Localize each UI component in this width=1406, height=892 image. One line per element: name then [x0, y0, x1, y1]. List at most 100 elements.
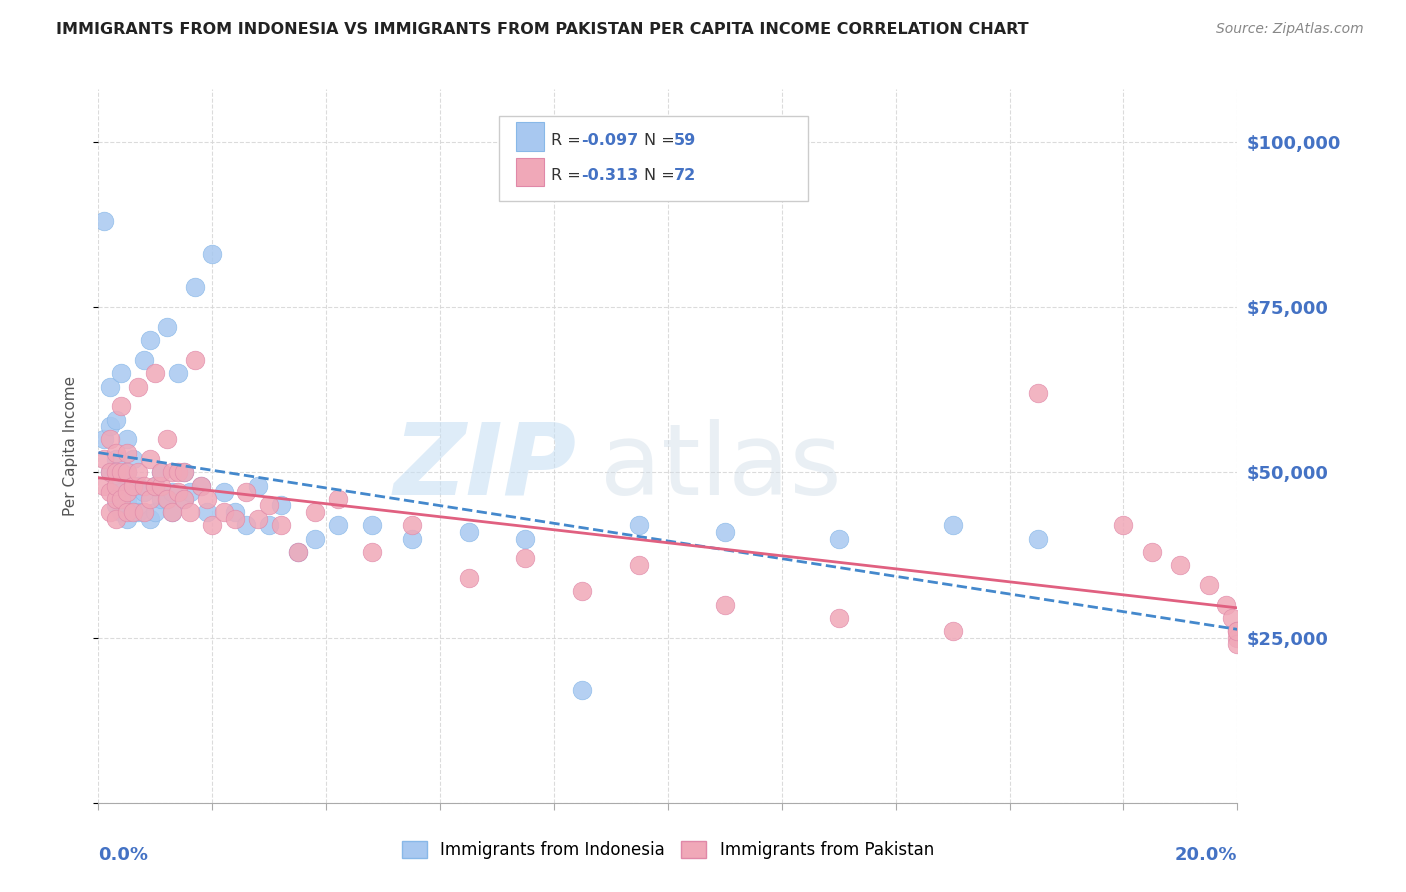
- Point: [326, 518, 349, 533]
- Point: [132, 353, 155, 368]
- Point: [167, 466, 190, 480]
- Point: [104, 499, 127, 513]
- Text: 59: 59: [673, 133, 696, 147]
- Point: [98, 419, 121, 434]
- Point: [145, 505, 167, 519]
- Point: [156, 433, 179, 447]
- Text: N =: N =: [644, 133, 681, 147]
- Point: [1226, 637, 1249, 651]
- Point: [145, 367, 167, 381]
- Point: [1226, 624, 1249, 638]
- Point: [212, 505, 235, 519]
- Point: [104, 491, 127, 506]
- Point: [201, 247, 224, 261]
- Point: [98, 505, 121, 519]
- Point: [93, 433, 115, 447]
- Point: [110, 491, 132, 506]
- Point: [150, 491, 173, 506]
- Point: [127, 379, 149, 393]
- Point: [162, 505, 184, 519]
- Point: [110, 466, 132, 480]
- Point: [714, 524, 737, 539]
- Point: [224, 511, 246, 525]
- Point: [150, 478, 173, 492]
- Point: [145, 478, 167, 492]
- Point: [628, 558, 651, 572]
- Text: R =: R =: [551, 169, 586, 183]
- Point: [115, 505, 138, 519]
- Point: [138, 333, 160, 347]
- Point: [150, 466, 173, 480]
- Point: [127, 505, 149, 519]
- Point: [360, 518, 382, 533]
- Text: -0.097: -0.097: [581, 133, 638, 147]
- Point: [235, 485, 257, 500]
- Point: [127, 466, 149, 480]
- Point: [190, 478, 212, 492]
- Point: [212, 485, 235, 500]
- Point: [828, 611, 851, 625]
- Point: [121, 505, 143, 519]
- Point: [167, 485, 190, 500]
- Point: [104, 478, 127, 492]
- Point: [1220, 611, 1243, 625]
- Point: [184, 280, 207, 294]
- Point: [457, 524, 479, 539]
- Point: [115, 433, 138, 447]
- Point: [115, 491, 138, 506]
- Point: [195, 505, 218, 519]
- Point: [93, 478, 115, 492]
- Point: [828, 532, 851, 546]
- Legend: Immigrants from Indonesia, Immigrants from Pakistan: Immigrants from Indonesia, Immigrants fr…: [395, 834, 941, 866]
- Point: [304, 505, 326, 519]
- Point: [110, 505, 132, 519]
- Point: [167, 367, 190, 381]
- Point: [246, 478, 269, 492]
- Text: IMMIGRANTS FROM INDONESIA VS IMMIGRANTS FROM PAKISTAN PER CAPITA INCOME CORRELAT: IMMIGRANTS FROM INDONESIA VS IMMIGRANTS …: [56, 22, 1029, 37]
- Point: [401, 532, 423, 546]
- Point: [138, 452, 160, 467]
- Point: [173, 491, 195, 506]
- Point: [110, 367, 132, 381]
- Point: [156, 491, 179, 506]
- Point: [287, 545, 309, 559]
- Point: [173, 491, 195, 506]
- Point: [127, 478, 149, 492]
- Text: 72: 72: [673, 169, 696, 183]
- Point: [115, 485, 138, 500]
- Point: [98, 433, 121, 447]
- Point: [162, 466, 184, 480]
- Point: [115, 466, 138, 480]
- Point: [156, 320, 179, 334]
- Point: [304, 532, 326, 546]
- Point: [98, 466, 121, 480]
- Text: ZIP: ZIP: [394, 419, 576, 516]
- Text: N =: N =: [644, 169, 681, 183]
- Point: [628, 518, 651, 533]
- Point: [138, 511, 160, 525]
- Point: [195, 491, 218, 506]
- Point: [326, 491, 349, 506]
- Point: [121, 491, 143, 506]
- Point: [132, 478, 155, 492]
- Point: [173, 466, 195, 480]
- Point: [121, 478, 143, 492]
- Point: [1198, 578, 1220, 592]
- Point: [224, 505, 246, 519]
- Point: [179, 485, 201, 500]
- Text: -0.313: -0.313: [581, 169, 638, 183]
- Point: [115, 466, 138, 480]
- Point: [132, 505, 155, 519]
- Point: [1140, 545, 1163, 559]
- Point: [150, 466, 173, 480]
- Point: [98, 485, 121, 500]
- Point: [515, 532, 537, 546]
- Point: [942, 518, 965, 533]
- Point: [162, 485, 184, 500]
- Point: [360, 545, 382, 559]
- Point: [259, 499, 281, 513]
- Point: [104, 445, 127, 459]
- Point: [1215, 598, 1237, 612]
- Point: [571, 683, 593, 698]
- Point: [1170, 558, 1192, 572]
